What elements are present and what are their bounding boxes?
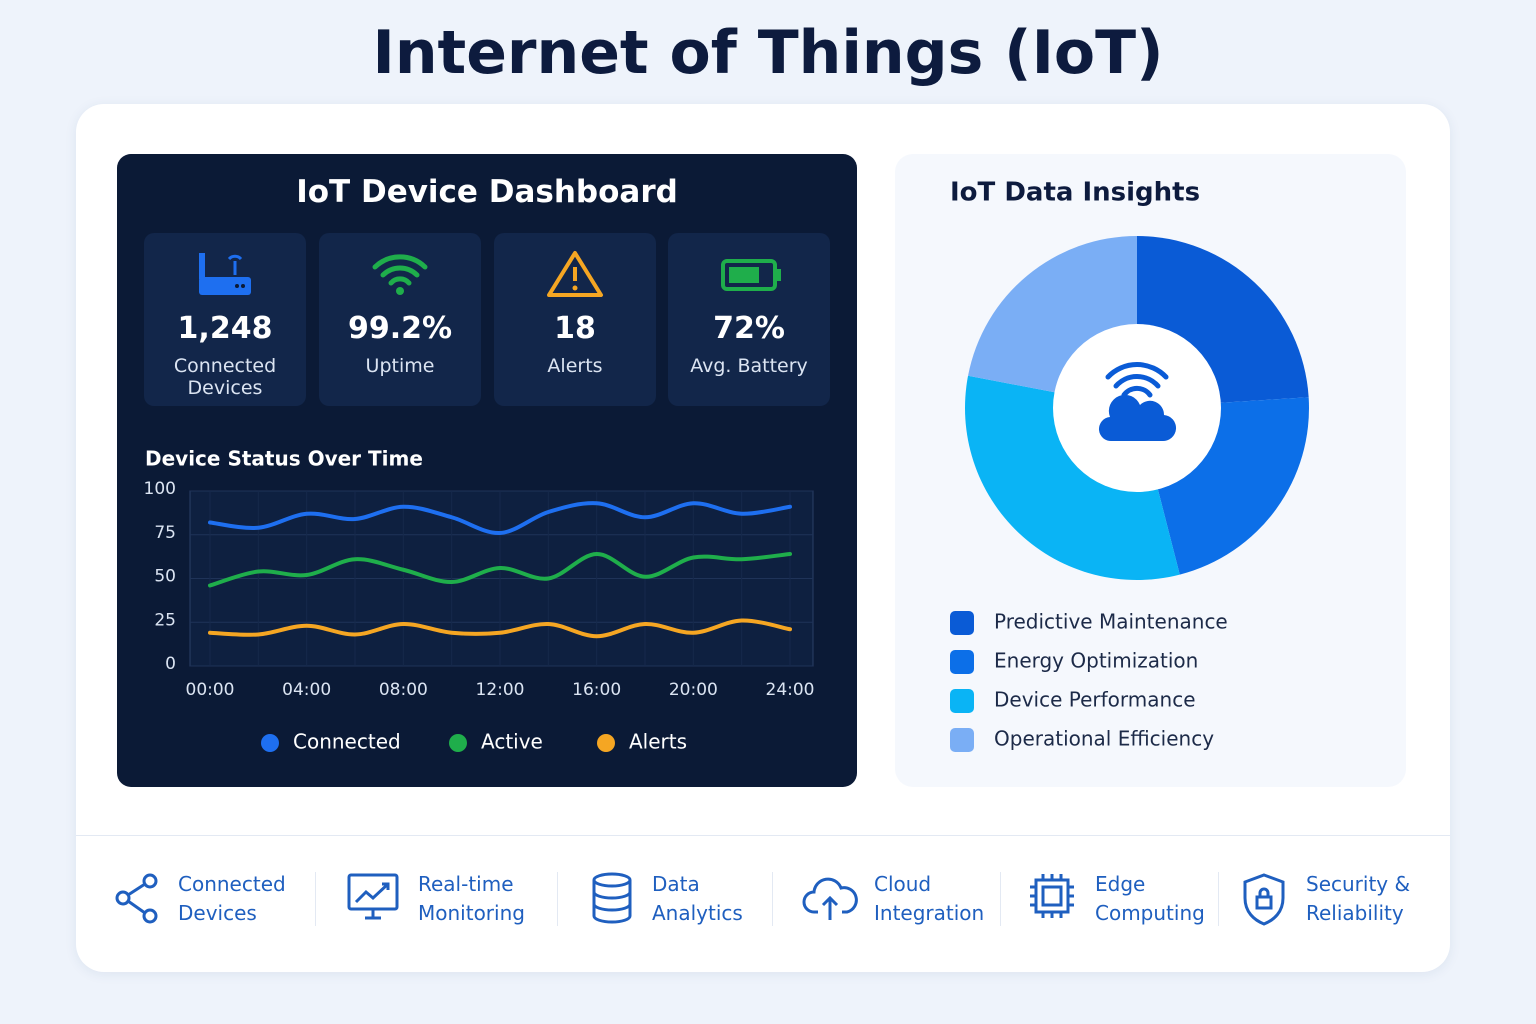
- monitor-icon: [347, 873, 399, 920]
- x-tick-label: 12:00: [476, 680, 525, 700]
- divider: [1000, 872, 1001, 926]
- feature: Cloud Integration: [802, 868, 992, 938]
- legend-label: Operational Efficiency: [994, 727, 1214, 751]
- y-tick-label: 25: [154, 610, 176, 630]
- stat-card: 99.2% Uptime: [319, 233, 481, 406]
- feature-label: Cloud Integration: [874, 872, 985, 925]
- stat-card: 72% Avg. Battery: [668, 233, 830, 406]
- legend-marker: [597, 734, 615, 752]
- feature-label: Security & Reliability: [1306, 872, 1411, 925]
- feature: Edge Computing: [1026, 868, 1216, 938]
- page-title: Internet of Things (IoT): [372, 18, 1164, 88]
- legend-marker: [950, 689, 974, 713]
- x-tick-label: 08:00: [379, 680, 428, 700]
- y-tick-label: 75: [154, 523, 176, 543]
- feature-label: Edge Computing: [1095, 872, 1205, 925]
- stat-label: Connected Devices: [173, 355, 277, 399]
- feature-label: Data Analytics: [652, 872, 743, 925]
- x-tick-label: 00:00: [186, 680, 235, 700]
- x-tick-label: 16:00: [572, 680, 621, 700]
- stat-value: 1,248: [177, 311, 273, 346]
- legend-label: Predictive Maintenance: [994, 610, 1228, 634]
- feature: Connected Devices: [114, 868, 304, 938]
- legend-marker: [950, 650, 974, 674]
- legend-label: Connected: [293, 730, 401, 754]
- feature: Data Analytics: [590, 868, 760, 938]
- y-tick-label: 100: [144, 479, 176, 499]
- divider: [1218, 872, 1219, 926]
- x-tick-label: 24:00: [766, 680, 815, 700]
- legend-marker: [950, 728, 974, 752]
- chart-title: IoT Data Insights: [950, 178, 1200, 208]
- divider: [557, 872, 558, 926]
- legend-marker: [950, 611, 974, 635]
- shield-icon: [1243, 873, 1285, 926]
- y-tick-label: 0: [165, 654, 176, 674]
- router-icon: [199, 253, 251, 295]
- feature-label: Connected Devices: [178, 872, 286, 925]
- chart-title: Device Status Over Time: [145, 447, 423, 471]
- legend-label: Device Performance: [994, 688, 1196, 712]
- line-series: [208, 501, 792, 536]
- divider: [76, 835, 1450, 836]
- y-tick-label: 50: [154, 567, 176, 587]
- battery-icon: [721, 259, 781, 291]
- stat-label: Alerts: [547, 355, 603, 377]
- stat-value: 18: [554, 311, 596, 346]
- cloud-icon: [1098, 362, 1177, 442]
- legend-label: Active: [481, 730, 543, 754]
- chip-icon: [1030, 874, 1074, 918]
- stat-value: 72%: [713, 311, 785, 346]
- x-tick-label: 04:00: [282, 680, 331, 700]
- share-icon: [115, 873, 158, 924]
- stat-card: 18 Alerts: [494, 233, 656, 406]
- divider: [315, 872, 316, 926]
- legend-marker: [449, 734, 467, 752]
- stat-card: 1,248 Connected Devices: [144, 233, 306, 406]
- legend-label: Alerts: [629, 730, 687, 754]
- line-series: [208, 551, 792, 588]
- stat-value: 99.2%: [347, 311, 453, 346]
- feature-label: Real-time Monitoring: [418, 872, 525, 925]
- stat-label: Uptime: [365, 355, 435, 377]
- divider: [772, 872, 773, 926]
- legend-label: Energy Optimization: [994, 649, 1198, 673]
- wifi-icon: [372, 254, 428, 295]
- feature: Security & Reliability: [1240, 868, 1440, 938]
- feature: Real-time Monitoring: [346, 868, 546, 938]
- line-series: [208, 618, 792, 639]
- x-tick-label: 20:00: [669, 680, 718, 700]
- legend-marker: [261, 734, 279, 752]
- database-icon: [592, 872, 632, 924]
- stat-label: Avg. Battery: [690, 355, 808, 377]
- dashboard-title: IoT Device Dashboard: [296, 174, 678, 210]
- cloud-upload-icon: [802, 877, 858, 920]
- warning-icon: [547, 251, 603, 297]
